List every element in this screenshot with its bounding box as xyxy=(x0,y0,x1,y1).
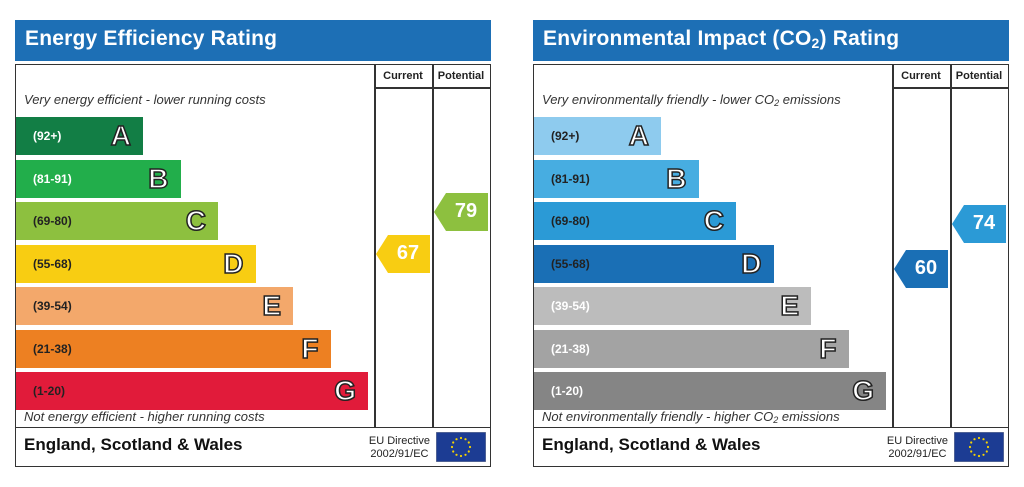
eu-flag-icon xyxy=(953,431,1005,463)
top-caption-subscript: 2 xyxy=(774,98,780,108)
eu-directive-line2: 2002/91/EC xyxy=(888,448,947,460)
band-letter: G xyxy=(333,374,356,407)
column-header-divider xyxy=(892,87,1008,89)
band-letter: A xyxy=(628,119,650,152)
rating-band-a: (92+) A xyxy=(16,117,143,155)
band-range-label: (69-80) xyxy=(551,214,590,228)
current-column-header: Current xyxy=(901,70,941,82)
rating-band-e: (39-54) E xyxy=(534,287,811,325)
band-letter: G xyxy=(851,374,874,407)
band-range-label: (81-91) xyxy=(33,171,72,186)
eu-directive-line2: 2002/91/EC xyxy=(370,448,429,460)
band-letter: A xyxy=(110,119,132,152)
rating-band-c: (69-80) C xyxy=(534,202,736,240)
chart-body: Current Potential Very energy efficient - … xyxy=(15,64,491,467)
rating-band-f: (21-38) F xyxy=(16,329,331,368)
potential-column-divider xyxy=(432,65,434,428)
chart-title-bar: Environmental Impact (CO2) Rating xyxy=(533,20,1009,61)
column-header-divider xyxy=(374,87,490,89)
bottom-caption: Not energy efficient - higher running co… xyxy=(24,409,265,424)
footer-divider xyxy=(534,426,1008,428)
rating-band-g: (1-20) G xyxy=(16,372,368,410)
bottom-caption: Not environmentally friendly - higher CO… xyxy=(542,409,840,425)
current-rating-arrow: 60 xyxy=(894,249,948,288)
band-range-label: (92+) xyxy=(551,129,580,143)
bottom-caption-subscript: 2 xyxy=(773,415,779,425)
chart-body: Current Potential Very environmentally fri… xyxy=(533,64,1009,467)
eu-directive-label: EU Directive 2002/91/EC xyxy=(369,435,430,461)
top-caption-text: Very energy efficient - lower running co… xyxy=(24,92,266,107)
rating-band-b: (81-91) B xyxy=(16,159,181,198)
band-letter: C xyxy=(185,204,207,237)
current-rating-value: 67 xyxy=(396,242,420,265)
chart-title: Energy Efficiency Rating xyxy=(25,27,277,51)
band-range-label: (1-20) xyxy=(551,384,584,398)
band-letter: F xyxy=(301,332,320,365)
band-letter: D xyxy=(741,247,763,280)
bottom-caption-text: Not energy efficient - higher running co… xyxy=(24,409,265,424)
energy-efficiency-chart: Energy Efficiency Rating Current Potential… xyxy=(15,20,491,467)
top-caption: Very environmentally friendly - lower CO… xyxy=(542,92,841,108)
eu-directive-line1: EU Directive xyxy=(368,435,430,447)
rating-band-g: (1-20) G xyxy=(534,372,886,410)
potential-rating-arrow: 79 xyxy=(434,193,488,232)
top-caption-tail: emissions xyxy=(779,92,841,107)
band-range-label: (69-80) xyxy=(33,214,72,228)
rating-band-d: (55-68) D xyxy=(16,244,256,283)
rating-band-c: (69-80) C xyxy=(16,202,218,240)
rating-band-d: (55-68) D xyxy=(534,244,774,283)
top-caption: Very energy efficient - lower running co… xyxy=(24,92,266,107)
rating-band-a: (92+) A xyxy=(534,117,661,155)
potential-column-header: Potential xyxy=(437,70,485,82)
bottom-caption-text: Not environmentally friendly - higher CO xyxy=(542,409,774,424)
potential-rating-value: 79 xyxy=(454,200,478,223)
potential-rating-value: 74 xyxy=(972,212,996,235)
band-range-label: (1-20) xyxy=(33,384,66,398)
eu-directive-line1: EU Directive xyxy=(886,435,948,447)
current-rating-value: 60 xyxy=(914,256,938,279)
chart-title-text: Energy Efficiency Rating xyxy=(25,27,278,50)
band-letter: B xyxy=(148,162,170,195)
chart-title-subscript: 2 xyxy=(811,35,820,51)
band-letter: C xyxy=(703,204,725,237)
band-range-label: (55-68) xyxy=(551,256,590,271)
chart-title: Environmental Impact (CO2) Rating xyxy=(543,27,899,51)
potential-column-header: Potential xyxy=(955,70,1003,82)
band-letter: D xyxy=(223,247,245,280)
region-label: England, Scotland & Wales xyxy=(24,435,243,454)
band-range-label: (81-91) xyxy=(551,171,590,186)
top-caption-text: Very environmentally friendly - lower CO xyxy=(542,92,775,107)
environmental-impact-chart: Environmental Impact (CO2) Rating Current… xyxy=(533,20,1009,467)
chart-title-tail: ) Rating xyxy=(819,27,900,50)
band-range-label: (39-54) xyxy=(551,299,590,313)
band-letter: E xyxy=(780,289,800,322)
chart-title-text: Environmental Impact (CO xyxy=(543,27,812,50)
current-column-header: Current xyxy=(383,70,423,82)
band-range-label: (21-38) xyxy=(551,341,590,356)
rating-band-e: (39-54) E xyxy=(16,287,293,325)
potential-rating-arrow: 74 xyxy=(952,205,1006,244)
footer-divider xyxy=(16,426,490,428)
eu-directive-label: EU Directive 2002/91/EC xyxy=(887,435,948,461)
current-column-divider xyxy=(374,65,376,428)
band-range-label: (55-68) xyxy=(33,256,72,271)
chart-title-bar: Energy Efficiency Rating xyxy=(15,20,491,61)
bottom-caption-tail: emissions xyxy=(778,409,840,424)
potential-column-divider xyxy=(950,65,952,428)
rating-band-b: (81-91) B xyxy=(534,159,699,198)
current-rating-arrow: 67 xyxy=(376,235,430,274)
region-label: England, Scotland & Wales xyxy=(542,435,761,454)
band-letter: B xyxy=(666,162,688,195)
rating-band-f: (21-38) F xyxy=(534,329,849,368)
current-column-divider xyxy=(892,65,894,428)
band-range-label: (92+) xyxy=(33,129,62,143)
band-letter: F xyxy=(819,332,838,365)
band-letter: E xyxy=(262,289,282,322)
band-range-label: (39-54) xyxy=(33,299,72,313)
eu-flag-icon xyxy=(435,431,487,463)
band-range-label: (21-38) xyxy=(33,341,72,356)
